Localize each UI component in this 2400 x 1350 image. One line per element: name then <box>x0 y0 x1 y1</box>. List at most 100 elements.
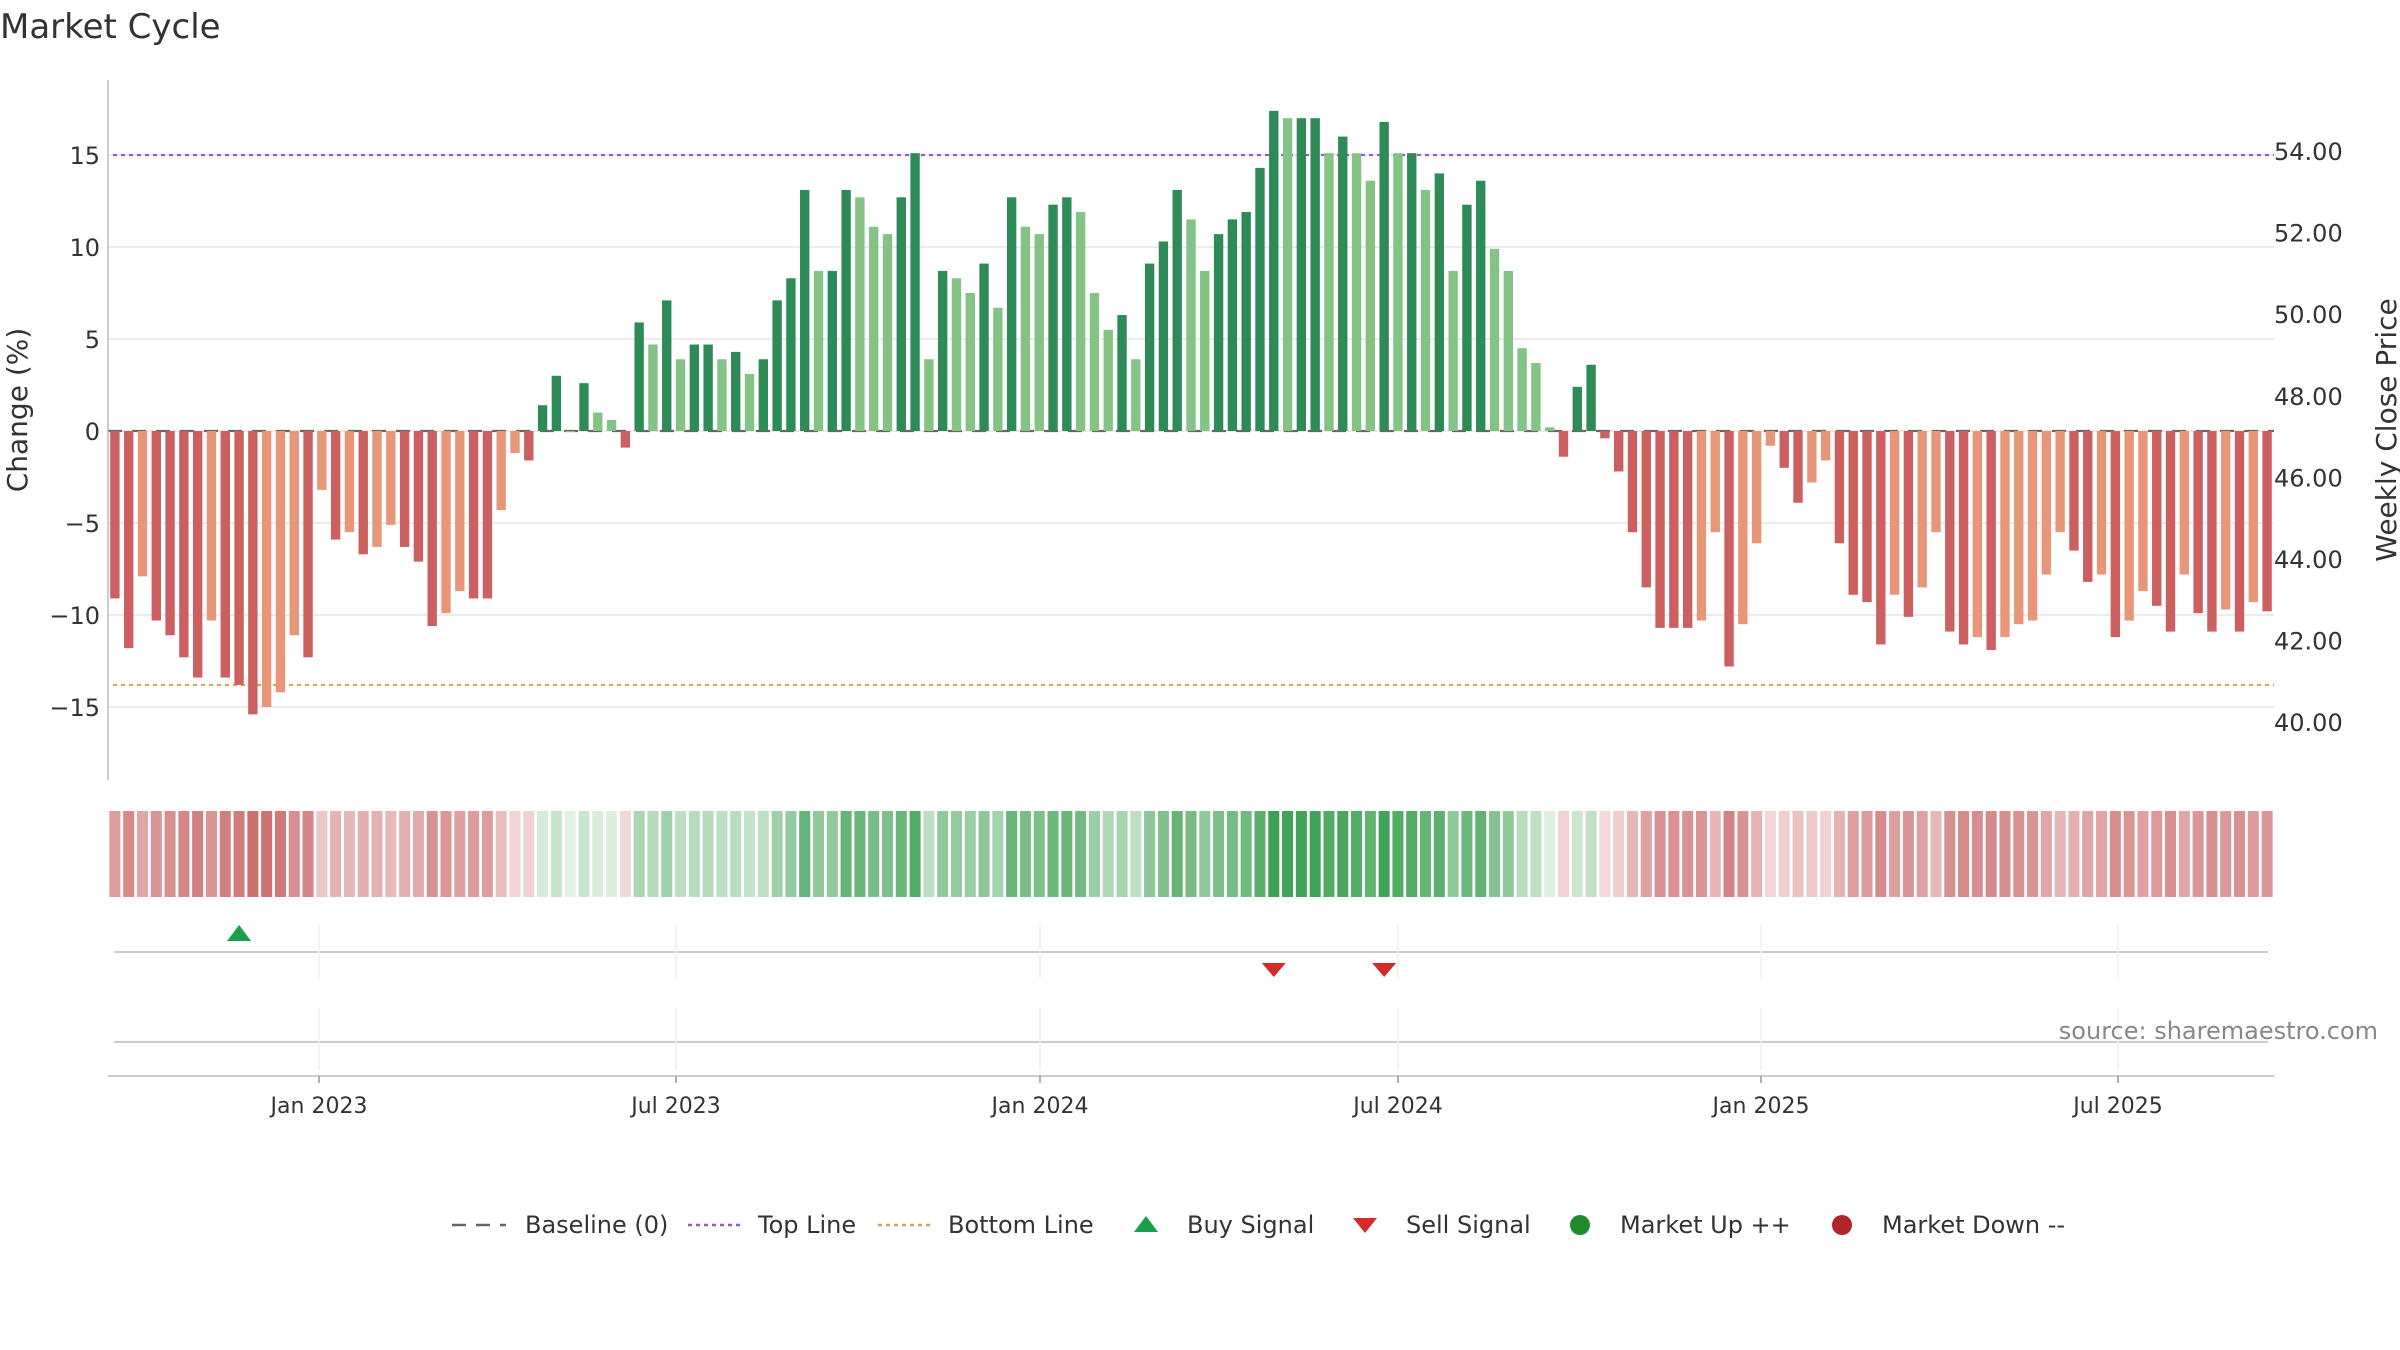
bar <box>441 431 451 614</box>
bar <box>1448 270 1458 431</box>
bar <box>993 307 1003 431</box>
heat-cell <box>1254 811 1266 897</box>
bar <box>800 189 810 431</box>
heat-cell <box>688 811 700 897</box>
y-tick-label-left: 10 <box>69 234 100 262</box>
x-tick-label: Jan 2025 <box>1711 1094 1810 1119</box>
bar <box>896 197 906 431</box>
heat-cell <box>178 811 190 897</box>
bar <box>1807 431 1817 483</box>
heat-cell <box>909 811 921 897</box>
heat-cell <box>1626 811 1638 897</box>
heat-cell <box>1019 811 1031 897</box>
bar <box>965 293 975 431</box>
y-tick-label-right: 50.00 <box>2274 301 2343 329</box>
bar <box>317 431 327 490</box>
heat-cell <box>1709 811 1721 897</box>
heat-cell <box>440 811 452 897</box>
bar <box>289 431 299 636</box>
legend-label: Top Line <box>757 1211 856 1239</box>
legend-buy-icon <box>1134 1216 1158 1232</box>
heat-cell <box>1268 811 1280 897</box>
bar <box>1020 226 1031 431</box>
bar <box>1006 197 1017 431</box>
bar <box>110 431 120 599</box>
heat-cell <box>675 811 687 897</box>
heat-cell <box>1309 811 1321 897</box>
heat-cell <box>2206 811 2218 897</box>
y-tick-label-right: 52.00 <box>2274 220 2343 248</box>
heat-cell <box>1061 811 1073 897</box>
heat-cell <box>1047 811 1059 897</box>
heat-cell <box>343 811 355 897</box>
sell-signal-marker <box>1261 963 1286 977</box>
bar <box>1862 431 1872 603</box>
bar <box>1765 431 1776 446</box>
heat-cell <box>1557 811 1570 897</box>
bar <box>855 197 865 431</box>
bar <box>1489 248 1500 431</box>
heat-cell <box>1751 811 1763 897</box>
legend-label: Bottom Line <box>948 1211 1094 1239</box>
heat-cell <box>2013 811 2025 897</box>
heat-cell <box>1875 811 1887 897</box>
bar <box>675 359 686 431</box>
bar <box>1972 431 1983 638</box>
heat-cell <box>1999 811 2011 897</box>
heat-cell <box>2054 811 2066 897</box>
heat-cell <box>730 811 742 897</box>
bar <box>1586 364 1596 431</box>
bar <box>2152 431 2162 606</box>
heat-cell <box>1378 811 1390 897</box>
heat-cell <box>1447 811 1459 897</box>
bar <box>1213 234 1224 431</box>
sell-signal-marker <box>1372 963 1397 977</box>
legend: Baseline (0) Top Line Bottom Line Buy Signa… <box>452 1211 2065 1239</box>
heat-cell <box>1792 811 1804 897</box>
bar <box>1393 153 1403 431</box>
heat-cell <box>1420 811 1432 897</box>
heat-cell <box>1102 811 1114 897</box>
bar <box>1682 431 1693 628</box>
heat-cell <box>923 811 935 897</box>
bar <box>1627 431 1638 533</box>
legend-label: Market Up ++ <box>1620 1211 1791 1239</box>
legend-circle-icon <box>1832 1215 1852 1235</box>
bar <box>1310 118 1320 431</box>
heat-cell <box>937 811 949 897</box>
bar <box>468 431 479 599</box>
heat-cell <box>1820 811 1832 897</box>
bar <box>2221 431 2231 610</box>
heat-cell <box>385 811 397 897</box>
bar <box>151 431 161 621</box>
bar <box>1558 431 1569 457</box>
heat-cell <box>481 811 493 897</box>
bar <box>386 431 396 525</box>
bar <box>1227 219 1238 431</box>
bar <box>1144 263 1155 431</box>
heat-cell <box>854 811 866 897</box>
heat-cell <box>550 811 562 897</box>
heat-cell <box>1930 811 1942 897</box>
bar <box>1600 431 1610 439</box>
heat-cell <box>619 811 631 897</box>
bar <box>827 270 837 431</box>
heat-cell <box>1130 811 1142 897</box>
bar <box>2262 431 2272 612</box>
bar <box>248 431 258 715</box>
x-tick-label: Jul 2023 <box>629 1094 721 1119</box>
bar <box>1434 173 1445 431</box>
x-tick-label: Jul 2024 <box>1351 1094 1443 1119</box>
heat-cell <box>1351 811 1363 897</box>
bar <box>703 344 713 431</box>
bar <box>1945 431 1955 632</box>
bar <box>1200 270 1210 431</box>
heat-cell <box>1157 811 1169 897</box>
heat-cell <box>2220 811 2232 897</box>
y-tick-label-left: 0 <box>85 418 100 446</box>
heat-cell <box>426 811 438 897</box>
bar <box>579 383 589 431</box>
bar <box>1034 234 1044 431</box>
bar <box>979 263 989 431</box>
